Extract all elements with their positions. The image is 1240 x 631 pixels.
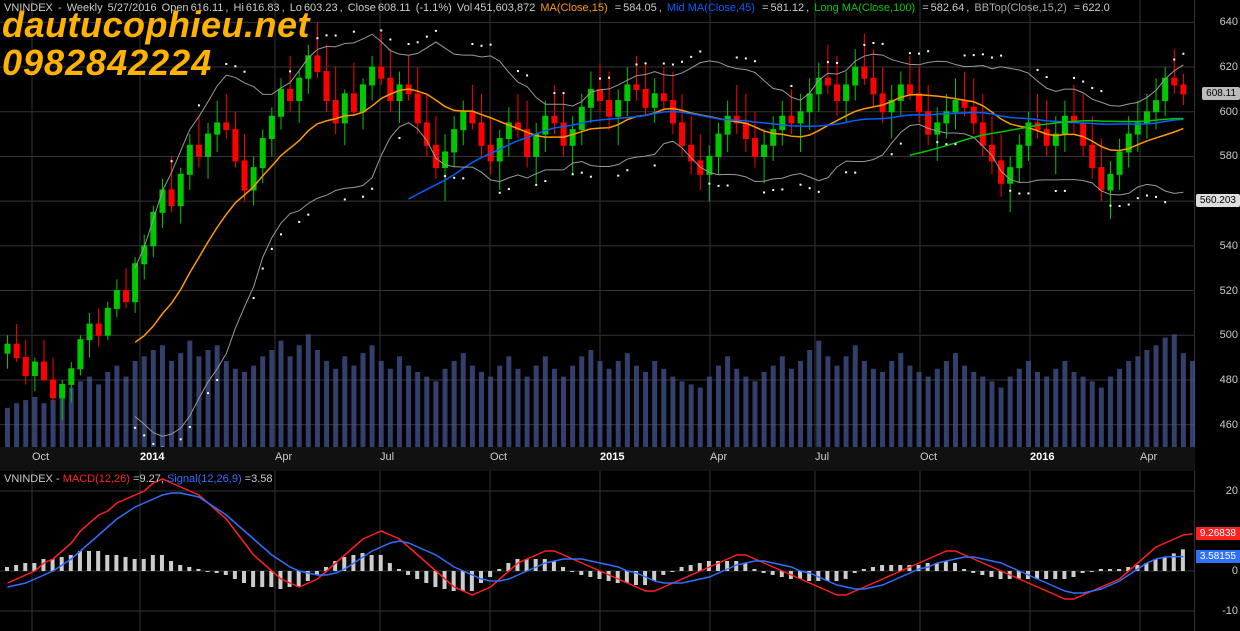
watermark: dautucophieu.net 0982842224 — [2, 6, 310, 82]
price-panel[interactable]: VNINDEX - Weekly 5/27/2016 Open616.11, H… — [0, 0, 1195, 447]
time-axis: Oct2014AprJulOct2015AprJulOct2016Apr — [0, 447, 1195, 471]
macd-panel[interactable]: VNINDEX - MACD(12,26) =9.27, Signal(12,2… — [0, 471, 1195, 631]
macd-header: VNINDEX - MACD(12,26) =9.27, Signal(12,2… — [4, 473, 273, 485]
y-axis-gutter: 460480500520540560580600620640608.11560.… — [1195, 0, 1240, 631]
